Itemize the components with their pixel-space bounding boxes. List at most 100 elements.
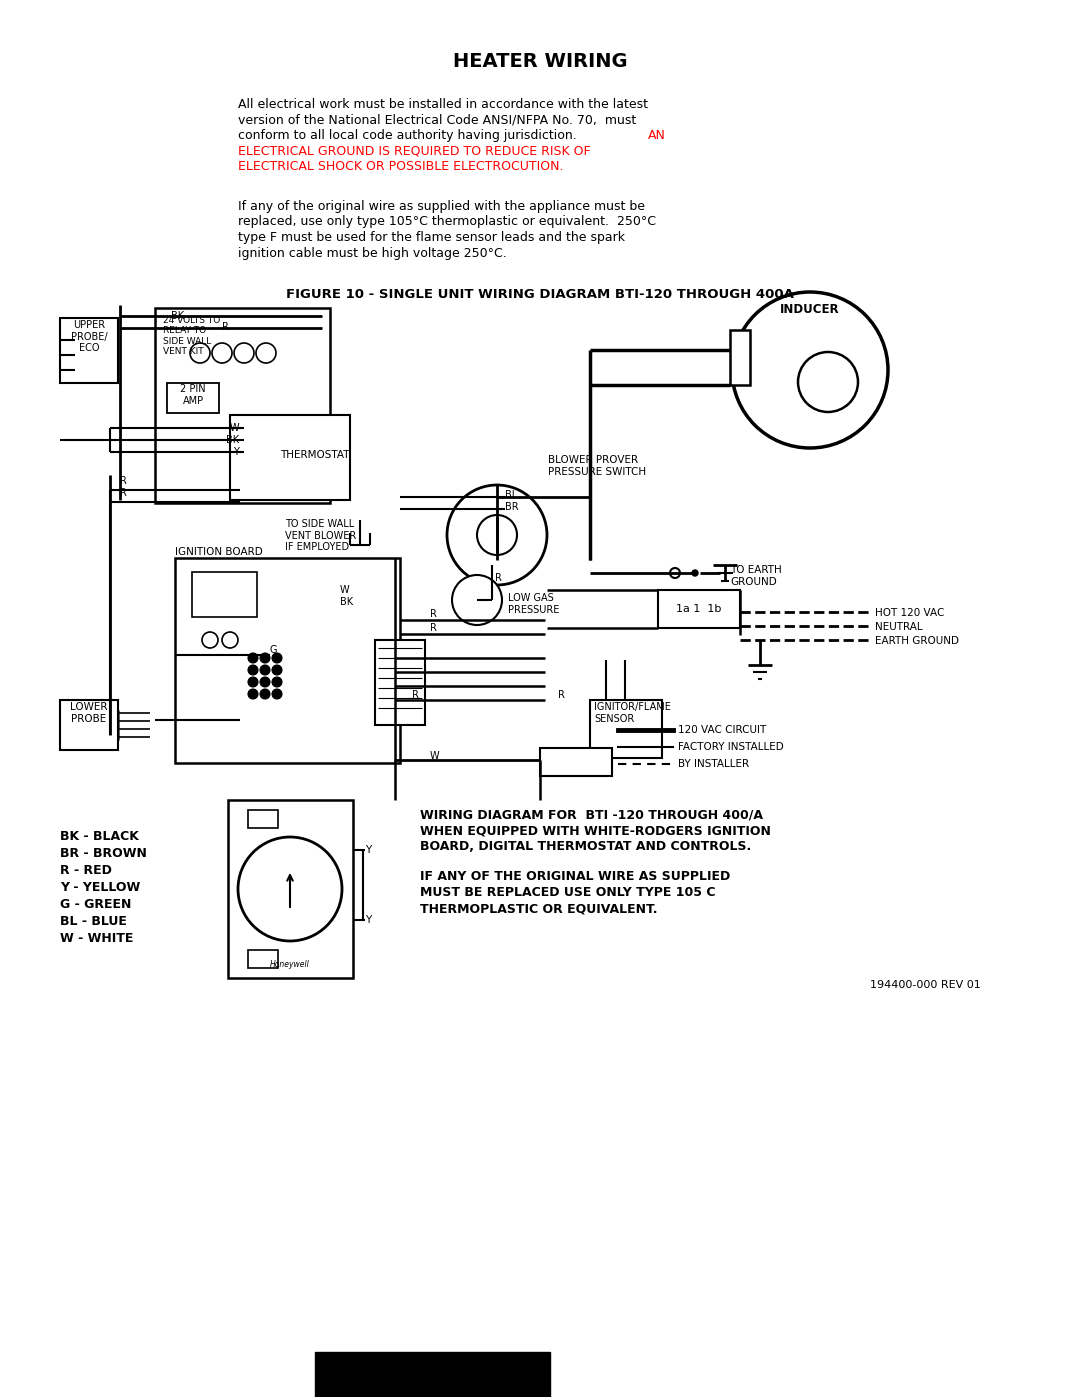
Text: BK: BK bbox=[340, 597, 353, 608]
Circle shape bbox=[260, 652, 270, 664]
Text: ignition cable must be high voltage 250°C.: ignition cable must be high voltage 250°… bbox=[238, 246, 507, 260]
Text: WHEN EQUIPPED WITH WHITE-RODGERS IGNITION: WHEN EQUIPPED WITH WHITE-RODGERS IGNITIO… bbox=[420, 824, 771, 837]
Bar bbox=[60, 700, 118, 750]
Text: R - RED: R - RED bbox=[60, 863, 112, 877]
Circle shape bbox=[732, 292, 888, 448]
Text: R: R bbox=[120, 476, 126, 486]
Text: ELECTRICAL GROUND IS REQUIRED TO REDUCE RISK OF: ELECTRICAL GROUND IS REQUIRED TO REDUCE … bbox=[238, 144, 591, 158]
Text: TO EARTH
GROUND: TO EARTH GROUND bbox=[730, 564, 782, 587]
Text: UPPER
PROBE/
ECO: UPPER PROBE/ ECO bbox=[70, 320, 107, 353]
Circle shape bbox=[260, 678, 270, 687]
Text: 1a 1  1b: 1a 1 1b bbox=[676, 604, 721, 615]
Circle shape bbox=[272, 665, 282, 675]
Text: BLOWER PROVER
PRESSURE SWITCH: BLOWER PROVER PRESSURE SWITCH bbox=[548, 455, 646, 476]
Text: IF ANY OF THE ORIGINAL WIRE AS SUPPLIED: IF ANY OF THE ORIGINAL WIRE AS SUPPLIED bbox=[420, 870, 730, 883]
Text: G: G bbox=[270, 645, 278, 655]
Circle shape bbox=[202, 631, 218, 648]
Text: BK: BK bbox=[226, 434, 239, 446]
Circle shape bbox=[256, 344, 276, 363]
Text: All electrical work must be installed in accordance with the latest: All electrical work must be installed in… bbox=[238, 98, 648, 110]
Text: version of the National Electrical Code ANSI/NFPA No. 70,  must: version of the National Electrical Code … bbox=[238, 113, 636, 127]
Text: BL: BL bbox=[505, 490, 517, 500]
Bar bbox=[192, 571, 257, 617]
Text: FACTORY INSTALLED: FACTORY INSTALLED bbox=[678, 742, 784, 752]
Text: HEATER WIRING: HEATER WIRING bbox=[453, 52, 627, 71]
Text: R: R bbox=[411, 690, 419, 700]
Text: R: R bbox=[558, 690, 565, 700]
Circle shape bbox=[259, 425, 269, 434]
Text: INDUCER: INDUCER bbox=[780, 303, 840, 316]
Text: W: W bbox=[340, 585, 350, 595]
Text: Honeywell: Honeywell bbox=[270, 960, 310, 970]
Text: FIGURE 10 - SINGLE UNIT WIRING DIAGRAM BTI-120 THROUGH 400A: FIGURE 10 - SINGLE UNIT WIRING DIAGRAM B… bbox=[286, 288, 794, 300]
Text: BY INSTALLER: BY INSTALLER bbox=[678, 759, 750, 768]
Text: THERMOSTAT: THERMOSTAT bbox=[281, 450, 350, 460]
Text: W: W bbox=[430, 752, 440, 761]
Text: W: W bbox=[229, 423, 239, 433]
Text: EARTH GROUND: EARTH GROUND bbox=[875, 636, 959, 645]
Text: type F must be used for the flame sensor leads and the spark: type F must be used for the flame sensor… bbox=[238, 231, 625, 244]
Circle shape bbox=[248, 665, 258, 675]
Circle shape bbox=[260, 689, 270, 698]
Circle shape bbox=[798, 352, 858, 412]
Text: TO SIDE WALL
VENT BLOWER
IF EMPLOYED: TO SIDE WALL VENT BLOWER IF EMPLOYED bbox=[285, 520, 356, 552]
Text: W - WHITE: W - WHITE bbox=[60, 932, 133, 944]
Text: Y: Y bbox=[233, 447, 239, 457]
Bar bbox=[230, 415, 350, 500]
Bar bbox=[315, 1352, 550, 1397]
Circle shape bbox=[238, 837, 342, 942]
Text: Y: Y bbox=[365, 915, 372, 925]
Bar bbox=[375, 640, 426, 725]
Circle shape bbox=[260, 665, 270, 675]
Text: IGNITOR/FLAME
SENSOR: IGNITOR/FLAME SENSOR bbox=[594, 703, 671, 724]
Bar bbox=[248, 950, 278, 968]
Circle shape bbox=[272, 652, 282, 664]
Bar bbox=[175, 557, 400, 763]
Circle shape bbox=[259, 437, 269, 447]
Text: G - GREEN: G - GREEN bbox=[60, 898, 132, 911]
Text: WIRING DIAGRAM FOR  BTI -120 THROUGH 400/A: WIRING DIAGRAM FOR BTI -120 THROUGH 400/… bbox=[420, 807, 762, 821]
Bar bbox=[248, 810, 278, 828]
Text: THERMOPLASTIC OR EQUIVALENT.: THERMOPLASTIC OR EQUIVALENT. bbox=[420, 902, 658, 915]
Circle shape bbox=[248, 652, 258, 664]
Text: R: R bbox=[221, 321, 229, 332]
Bar bbox=[540, 747, 612, 775]
Circle shape bbox=[248, 689, 258, 698]
Circle shape bbox=[272, 689, 282, 698]
Text: BOARD, DIGITAL THERMOSTAT AND CONTROLS.: BOARD, DIGITAL THERMOSTAT AND CONTROLS. bbox=[420, 840, 752, 854]
Circle shape bbox=[239, 425, 249, 434]
Circle shape bbox=[190, 344, 210, 363]
Text: BR: BR bbox=[505, 502, 518, 511]
Circle shape bbox=[222, 631, 238, 648]
Text: Y - YELLOW: Y - YELLOW bbox=[60, 882, 140, 894]
Bar bbox=[60, 319, 118, 383]
Text: Y: Y bbox=[365, 845, 372, 855]
Circle shape bbox=[670, 569, 680, 578]
Circle shape bbox=[272, 678, 282, 687]
Circle shape bbox=[453, 576, 502, 624]
Text: replaced, use only type 105°C thermoplastic or equivalent.  250°C: replaced, use only type 105°C thermoplas… bbox=[238, 215, 656, 229]
Text: R: R bbox=[120, 488, 126, 497]
Text: AN: AN bbox=[648, 129, 666, 142]
Circle shape bbox=[248, 678, 258, 687]
Text: conform to all local code authority having jurisdiction.: conform to all local code authority havi… bbox=[238, 129, 584, 142]
Text: LOWER
PROBE: LOWER PROBE bbox=[70, 703, 108, 724]
Circle shape bbox=[692, 570, 698, 576]
Circle shape bbox=[477, 515, 517, 555]
Circle shape bbox=[212, 344, 232, 363]
Text: BK - BLACK: BK - BLACK bbox=[60, 830, 139, 842]
Text: R: R bbox=[495, 573, 502, 583]
Circle shape bbox=[239, 437, 249, 447]
Bar bbox=[156, 307, 330, 503]
Text: 2 PIN
AMP: 2 PIN AMP bbox=[180, 384, 206, 405]
Circle shape bbox=[249, 437, 259, 447]
Text: BK: BK bbox=[172, 312, 185, 321]
Bar bbox=[167, 383, 219, 414]
Text: MUST BE REPLACED USE ONLY TYPE 105 C: MUST BE REPLACED USE ONLY TYPE 105 C bbox=[420, 886, 715, 900]
Text: If any of the original wire as supplied with the appliance must be: If any of the original wire as supplied … bbox=[238, 200, 645, 212]
Bar bbox=[730, 330, 750, 386]
Text: HOT 120 VAC: HOT 120 VAC bbox=[875, 608, 944, 617]
Text: 24 VOLTS TO
RELAY TO
SIDE WALL
VENT KIT: 24 VOLTS TO RELAY TO SIDE WALL VENT KIT bbox=[163, 316, 220, 356]
Bar bbox=[658, 590, 740, 629]
Circle shape bbox=[447, 485, 546, 585]
